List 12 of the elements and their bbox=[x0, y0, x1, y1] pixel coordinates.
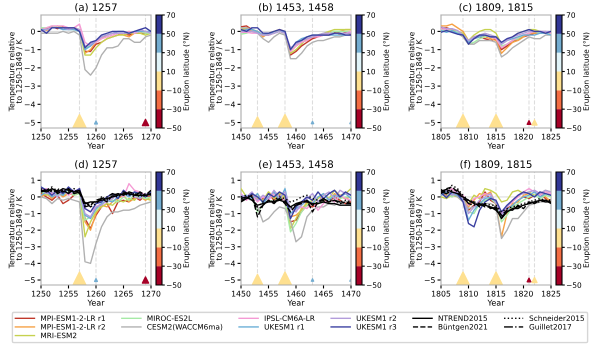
x-axis-title: Year bbox=[487, 300, 505, 306]
x-axis-title: Year bbox=[287, 300, 305, 306]
x-axis-title: Year bbox=[87, 300, 105, 306]
chart-title: (a) 1257 bbox=[75, 3, 117, 12]
chart-title: (c) 1809, 1815 bbox=[459, 3, 532, 12]
x-axis-title: Year bbox=[87, 142, 105, 149]
x-axis-title: Year bbox=[487, 142, 505, 149]
chart-title: (d) 1257 bbox=[75, 160, 117, 170]
chart-title: (f) 1809, 1815 bbox=[460, 160, 532, 170]
chart-title: (e) 1453, 1458 bbox=[259, 160, 334, 170]
chart-title: (b) 1453, 1458 bbox=[259, 3, 334, 12]
x-axis-title: Year bbox=[287, 142, 305, 149]
